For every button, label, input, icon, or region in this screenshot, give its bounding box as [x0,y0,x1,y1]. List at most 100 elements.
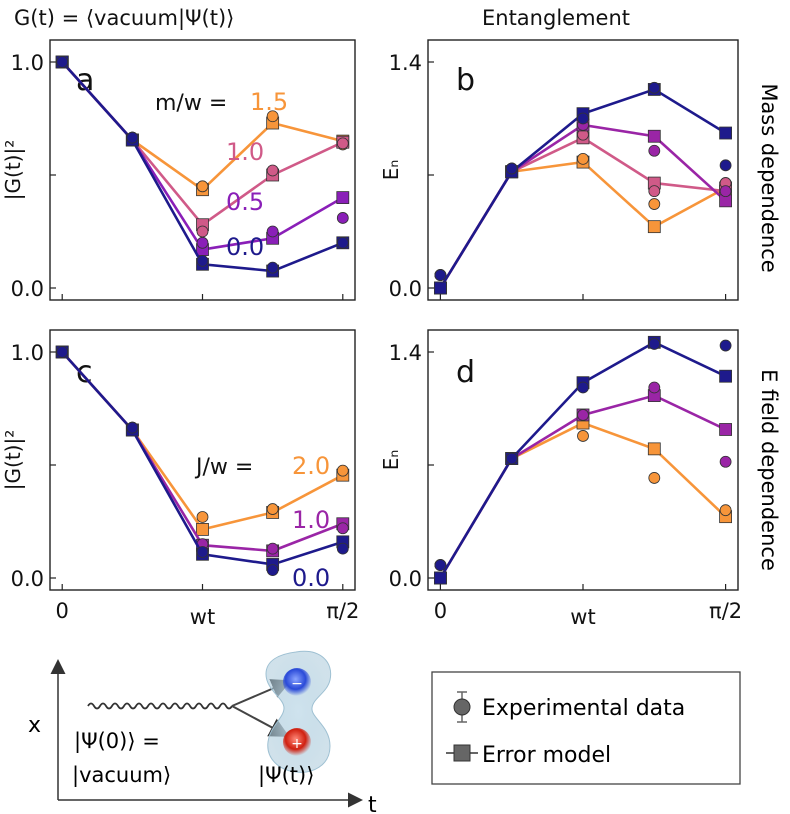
label-vacuum: |vacuum⟩ [72,763,171,788]
experiment-circle-marker [266,564,279,576]
wavy-line [87,702,233,710]
panel-c-xtick-label-wt: wt [190,605,215,629]
experiment-circle-marker [266,261,279,274]
panel-c: 0.01.0|G(t)|²cJ/w = 2.01.00.00 wt π/2 [1,329,359,629]
panel-d-letter: d [456,355,475,390]
model-square-marker [196,523,209,536]
legend-exp-label: Experimental data [482,696,685,721]
panels-layer: 0.0 1.0 |G(t)|² a m/w = 1.5 1.0 0.5 0.0 0.0 1.4 Eₙ b… [1,39,742,629]
experiment-circle-marker [648,338,661,350]
experiment-circle-marker [577,152,589,165]
experiment-circle-marker [648,144,661,157]
experiment-circle-marker [266,225,279,238]
model-square-marker [433,281,447,295]
experiment-circle-marker [577,430,589,442]
experiment-circle-marker [719,159,732,172]
experiment-circle-marker [336,522,349,535]
panel-b: 0.0 1.4 Eₙ b [379,39,739,301]
panel-b-ylabel: Eₙ [379,160,403,181]
panel-b-letter: b [456,63,475,98]
panel-c-ytick-label-max: 1.0 [11,341,44,365]
pair-blob [265,650,332,773]
panel-b-series-2 [433,118,732,295]
experiment-circle-marker [577,112,589,125]
experiment-circle-marker [336,236,349,249]
schematic: x t − + |Ψ(0)⟩ = |vacuum⟩ |Ψ(t)⟩ [28,650,377,814]
side-label-mass: Mass dependence [757,83,781,272]
experiment-circle-marker [505,162,518,175]
experiment-circle-marker [648,472,661,484]
panel-d-series-0 [433,416,732,585]
panel-c-series-2 [55,345,350,576]
experiment-circle-marker [126,131,139,144]
schematic-x-label: x [28,713,41,738]
experiment-circle-marker [577,381,589,394]
panel-a-ytick-label-max: 1.0 [11,51,44,75]
model-square-marker [336,191,350,205]
panel-d-series-2 [433,335,732,585]
series-line [61,351,344,531]
experiment-circle-marker [196,546,209,558]
panel-c-legend-value: 1.0 [292,506,330,534]
panel-c-ylabel: |G(t)|² [1,430,25,490]
model-square-marker [647,220,661,234]
experiment-circle-marker [719,455,732,468]
panel-b-ytick-label-min: 0.0 [389,277,422,301]
side-label-efield: E field dependence [757,369,781,571]
blue-particle [283,668,311,696]
experiment-circle-marker [336,137,349,150]
experiment-circle-marker [648,185,661,198]
experiment-circle-marker [648,381,661,394]
experiment-circle-marker [266,110,279,123]
legend-box: Experimental data Error model [431,671,741,785]
experiment-circle-marker [56,56,69,68]
panel-a-series-0 [55,55,350,197]
panel-d-xtick-label-end: π/2 [709,599,742,623]
experiment-circle-marker [648,81,661,94]
model-square-marker [647,129,661,143]
panel-d-series-1 [433,381,732,585]
minus-sign: − [291,676,303,692]
panel-c-ytick-label-min: 0.0 [11,567,44,591]
schematic-t-label: t [368,793,377,814]
experiment-circle-marker [126,421,139,434]
label-initial: |Ψ(0)⟩ = [74,729,160,754]
plus-sign: + [291,736,303,752]
panel-d-ylabel: Eₙ [379,450,403,471]
model-square-marker [719,126,732,140]
panel-a-legend-value: 0.0 [226,233,264,261]
side-label-mass-text: Mass dependence [757,83,781,272]
panel-d: 0.0 1.4 Eₙ d 0 wt π/2 [379,329,742,629]
side-label-efield-text: E field dependence [757,369,781,571]
experiment-circle-marker [719,339,732,352]
legend-frame [431,671,741,785]
experiment-circle-marker [434,559,447,571]
panel-c-xtick-label-0: 0 [56,599,69,623]
panel-d-xtick-label-0: 0 [434,599,447,623]
legend-model-marker [453,744,471,762]
experiment-circle-marker [196,225,209,238]
experiment-circle-marker [196,254,209,267]
experiment-circle-marker [719,185,732,198]
panel-a-letter: a [76,63,94,98]
panel-a-legend-value: 1.0 [226,138,264,166]
experiment-circle-marker [336,212,349,224]
panel-d-ytick-label-max: 1.4 [389,341,422,365]
experiment-circle-marker [266,503,279,515]
series-line [61,61,344,192]
experiment-circle-marker [434,269,447,281]
legend-exp-marker [453,698,471,716]
experiment-circle-marker [266,542,279,555]
panel-c-legend-title: J/w = [194,455,253,480]
model-square-marker [719,369,732,383]
panel-a-legend-value: 1.5 [250,88,288,116]
model-square-marker [719,423,732,436]
panel-a-series-1 [55,55,350,238]
experiment-circle-marker [196,511,209,523]
panel-c-legend-value: 2.0 [292,452,330,480]
panel-c-legend-value: 0.0 [292,564,330,592]
label-final: |Ψ(t)⟩ [258,763,314,788]
panel-b-ytick-label-max: 1.4 [389,51,422,75]
experiment-circle-marker [266,164,279,177]
